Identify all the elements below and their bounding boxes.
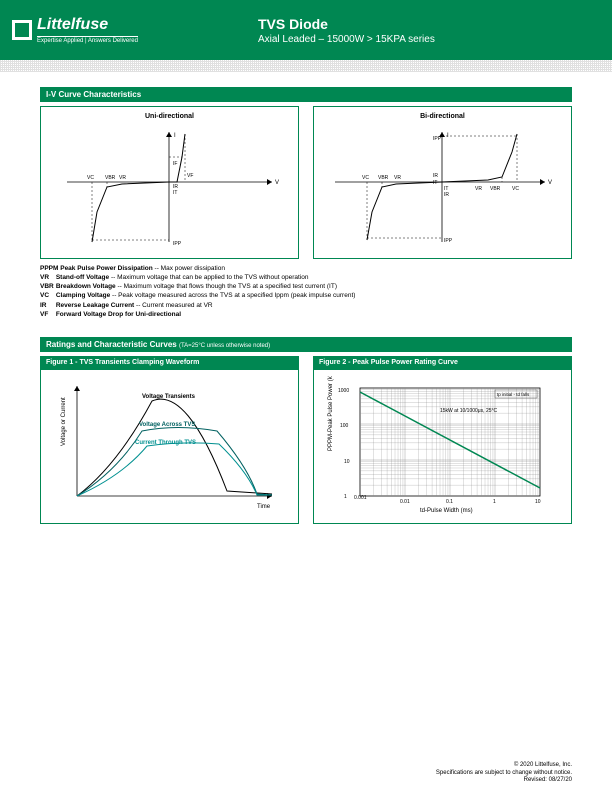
svg-text:1: 1 [493,499,496,505]
svg-text:VC: VC [512,186,519,192]
svg-text:VF: VF [187,173,193,179]
logo-mark-icon [12,20,32,40]
section-ratings: Ratings and Characteristic Curves (TA=25… [40,337,572,352]
svg-text:V: V [275,180,279,186]
header-titles: TVS Diode Axial Leaded – 15000W > 15KPA … [258,16,435,45]
svg-text:VBR: VBR [378,175,389,181]
svg-text:15kW at 10/1000μs, 25°C: 15kW at 10/1000μs, 25°C [440,408,498,414]
fig2-title: Figure 2 - Peak Pulse Power Rating Curve [313,356,572,369]
page-title: TVS Diode [258,16,435,32]
svg-text:IR: IR [444,192,449,198]
bi-label: Bi-directional [320,113,565,120]
svg-text:0.01: 0.01 [400,499,410,505]
iv-bi-graph: I V VR VBR VC IPP VC [320,122,560,252]
definitions: PPPM Peak Pulse Power Dissipation -- Max… [40,265,572,319]
logo-name: Littelfuse [37,16,138,34]
fig1-box: Voltage or Current Time Voltage Transien… [40,369,299,524]
svg-text:Voltage or Current: Voltage or Current [61,397,67,446]
svg-text:VBR: VBR [490,186,501,192]
page-subtitle: Axial Leaded – 15000W > 15KPA series [258,34,435,45]
svg-text:Voltage Transients: Voltage Transients [142,394,196,400]
ratings-note: (TA=25°C unless otherwise noted) [179,343,270,349]
uni-label: Uni-directional [47,113,292,120]
svg-text:100: 100 [340,423,349,429]
svg-text:IR: IR [433,173,438,179]
svg-text:1000: 1000 [338,388,349,394]
svg-text:PPPM-Peak Pulse Power (kW): PPPM-Peak Pulse Power (kW) [328,376,334,451]
section-iv-curve: I-V Curve Characteristics [40,87,572,102]
svg-text:VR: VR [475,186,482,192]
header: Littelfuse Expertise Applied | Answers D… [0,0,612,60]
footer-copyright: © 2020 Littelfuse, Inc. [436,762,572,769]
footer-revised: Revised: 08/27/20 [436,777,572,784]
svg-text:I: I [174,133,176,139]
footer-disclaimer: Specifications are subject to change wit… [436,770,572,777]
svg-text:IPP: IPP [173,241,182,247]
svg-text:0.1: 0.1 [446,499,453,505]
fig2-box: PPPM-Peak Pulse Power (kW) td-Pulse Widt… [313,369,572,524]
svg-text:Current Through TVS: Current Through TVS [135,440,196,446]
definition-row: IR Reverse Leakage Current -- Current me… [40,302,572,310]
svg-text:IPP: IPP [444,238,453,244]
ratings-title: Ratings and Characteristic Curves [46,340,177,349]
logo: Littelfuse Expertise Applied | Answers D… [12,16,138,44]
definition-row: PPPM Peak Pulse Power Dissipation -- Max… [40,265,572,273]
definition-row: VF Forward Voltage Drop for Uni-directio… [40,311,572,319]
svg-text:VR: VR [119,175,126,181]
svg-text:Voltage Across TVS: Voltage Across TVS [139,422,195,428]
svg-text:0.001: 0.001 [354,495,367,501]
iv-uni-box: Uni-directional I V VF IF [40,106,299,259]
svg-text:10: 10 [344,459,350,465]
definition-row: VBR Breakdown Voltage -- Maximum voltage… [40,283,572,291]
svg-text:VBR: VBR [105,175,116,181]
svg-text:VR: VR [394,175,401,181]
logo-tagline: Expertise Applied | Answers Delivered [37,36,138,44]
footer: © 2020 Littelfuse, Inc. Specifications a… [436,762,572,784]
svg-text:1: 1 [344,494,347,500]
svg-text:10: 10 [535,499,541,505]
definition-row: VR Stand-off Voltage -- Maximum voltage … [40,274,572,282]
svg-text:IT: IT [173,190,177,196]
svg-text:td-Pulse Width (ms): td-Pulse Width (ms) [420,508,473,514]
dot-divider [0,60,612,72]
fig1-chart: Voltage or Current Time Voltage Transien… [47,376,287,516]
svg-text:VC: VC [362,175,369,181]
svg-text:tp initial - td falls: tp initial - td falls [497,392,530,397]
fig1-title: Figure 1 - TVS Transients Clamping Wavef… [40,356,299,369]
fig2-chart: PPPM-Peak Pulse Power (kW) td-Pulse Widt… [320,376,560,516]
definition-row: VC Clamping Voltage -- Peak voltage meas… [40,292,572,300]
svg-text:IPP: IPP [433,136,442,142]
svg-text:IF: IF [173,161,177,167]
svg-text:V: V [548,180,552,186]
iv-uni-graph: I V VF IF VC VBR VR IR IT [47,122,287,252]
svg-text:IT: IT [433,180,437,186]
svg-text:Time: Time [257,504,271,510]
iv-bi-box: Bi-directional I V VR VBR VC IPP [313,106,572,259]
svg-text:VC: VC [87,175,94,181]
